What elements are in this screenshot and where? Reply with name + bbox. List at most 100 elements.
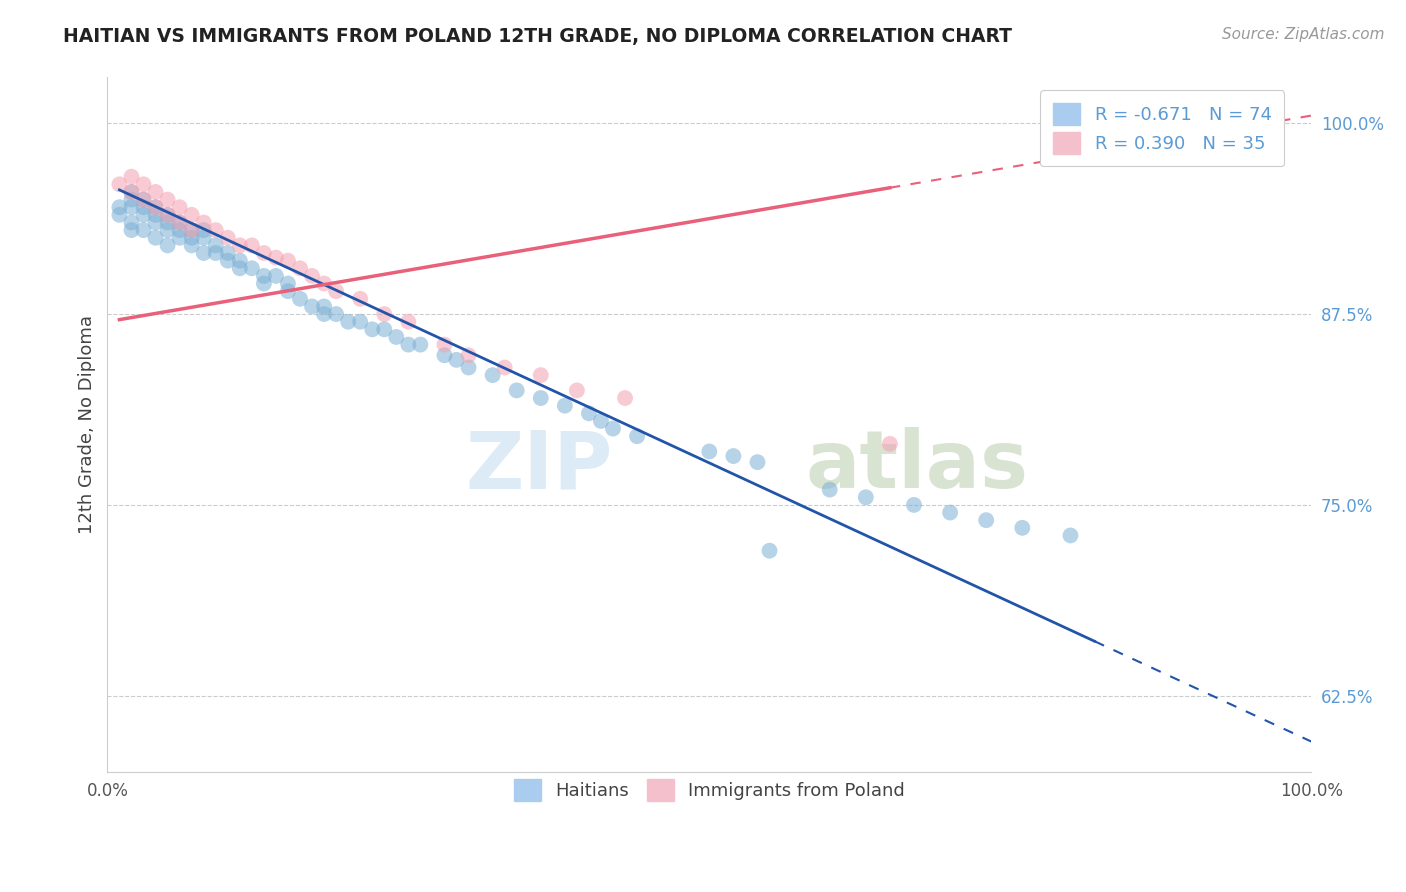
Point bbox=[589, 414, 612, 428]
Point bbox=[253, 268, 276, 283]
Point bbox=[505, 384, 527, 398]
Point bbox=[145, 200, 167, 214]
Point bbox=[217, 231, 239, 245]
Point bbox=[312, 307, 335, 321]
Point bbox=[264, 268, 287, 283]
Point bbox=[301, 300, 323, 314]
Point bbox=[903, 498, 925, 512]
Point bbox=[530, 391, 553, 405]
Point bbox=[361, 322, 384, 336]
Point bbox=[578, 406, 600, 420]
Point bbox=[180, 223, 202, 237]
Point bbox=[325, 307, 347, 321]
Point bbox=[1059, 528, 1081, 542]
Point bbox=[156, 193, 179, 207]
Point bbox=[312, 300, 335, 314]
Point bbox=[108, 200, 131, 214]
Point bbox=[277, 277, 299, 291]
Point bbox=[337, 315, 360, 329]
Point bbox=[349, 292, 371, 306]
Text: HAITIAN VS IMMIGRANTS FROM POLAND 12TH GRADE, NO DIPLOMA CORRELATION CHART: HAITIAN VS IMMIGRANTS FROM POLAND 12TH G… bbox=[63, 27, 1012, 45]
Point bbox=[132, 200, 155, 214]
Point bbox=[132, 208, 155, 222]
Point bbox=[132, 223, 155, 237]
Point bbox=[229, 261, 252, 276]
Point bbox=[396, 337, 419, 351]
Point bbox=[180, 208, 202, 222]
Point bbox=[193, 231, 215, 245]
Point bbox=[156, 208, 179, 222]
Point bbox=[818, 483, 841, 497]
Point bbox=[180, 231, 202, 245]
Point bbox=[169, 200, 191, 214]
Point bbox=[723, 449, 745, 463]
Point bbox=[554, 399, 576, 413]
Point bbox=[325, 284, 347, 298]
Point bbox=[145, 231, 167, 245]
Point bbox=[145, 208, 167, 222]
Text: atlas: atlas bbox=[806, 427, 1029, 506]
Point bbox=[288, 292, 311, 306]
Point bbox=[120, 185, 142, 199]
Point bbox=[229, 238, 252, 252]
Point bbox=[277, 284, 299, 298]
Point bbox=[204, 223, 226, 237]
Point bbox=[614, 391, 637, 405]
Point bbox=[169, 223, 191, 237]
Point bbox=[301, 268, 323, 283]
Point bbox=[481, 368, 503, 383]
Point bbox=[264, 251, 287, 265]
Point bbox=[156, 223, 179, 237]
Point bbox=[253, 246, 276, 260]
Point bbox=[156, 238, 179, 252]
Point bbox=[120, 193, 142, 207]
Point bbox=[193, 223, 215, 237]
Point bbox=[879, 437, 901, 451]
Point bbox=[409, 337, 432, 351]
Point bbox=[373, 322, 395, 336]
Point bbox=[494, 360, 516, 375]
Point bbox=[132, 178, 155, 192]
Point bbox=[120, 185, 142, 199]
Point bbox=[253, 277, 276, 291]
Point bbox=[145, 185, 167, 199]
Point bbox=[433, 348, 456, 362]
Point bbox=[217, 253, 239, 268]
Point bbox=[433, 337, 456, 351]
Point bbox=[602, 421, 624, 435]
Point bbox=[396, 315, 419, 329]
Point bbox=[204, 246, 226, 260]
Point bbox=[204, 238, 226, 252]
Point bbox=[1011, 521, 1033, 535]
Point bbox=[530, 368, 553, 383]
Point bbox=[626, 429, 648, 443]
Point bbox=[457, 360, 479, 375]
Point bbox=[277, 253, 299, 268]
Point bbox=[217, 246, 239, 260]
Point bbox=[120, 215, 142, 229]
Text: ZIP: ZIP bbox=[465, 427, 613, 506]
Point bbox=[697, 444, 720, 458]
Y-axis label: 12th Grade, No Diploma: 12th Grade, No Diploma bbox=[79, 315, 96, 534]
Legend: Haitians, Immigrants from Poland: Haitians, Immigrants from Poland bbox=[499, 764, 920, 815]
Point bbox=[855, 490, 877, 504]
Point bbox=[180, 223, 202, 237]
Point bbox=[385, 330, 408, 344]
Point bbox=[240, 261, 263, 276]
Point bbox=[120, 223, 142, 237]
Point bbox=[169, 215, 191, 229]
Point bbox=[747, 455, 769, 469]
Point bbox=[132, 193, 155, 207]
Point bbox=[132, 193, 155, 207]
Point bbox=[169, 215, 191, 229]
Point bbox=[169, 231, 191, 245]
Point bbox=[108, 208, 131, 222]
Point bbox=[939, 506, 962, 520]
Point bbox=[145, 200, 167, 214]
Point bbox=[180, 238, 202, 252]
Point bbox=[312, 277, 335, 291]
Point bbox=[373, 307, 395, 321]
Point bbox=[974, 513, 997, 527]
Point bbox=[193, 215, 215, 229]
Point bbox=[193, 246, 215, 260]
